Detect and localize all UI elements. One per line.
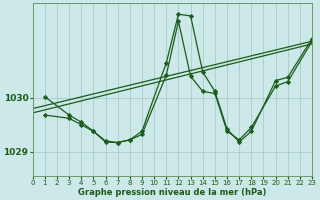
X-axis label: Graphe pression niveau de la mer (hPa): Graphe pression niveau de la mer (hPa) bbox=[78, 188, 267, 197]
